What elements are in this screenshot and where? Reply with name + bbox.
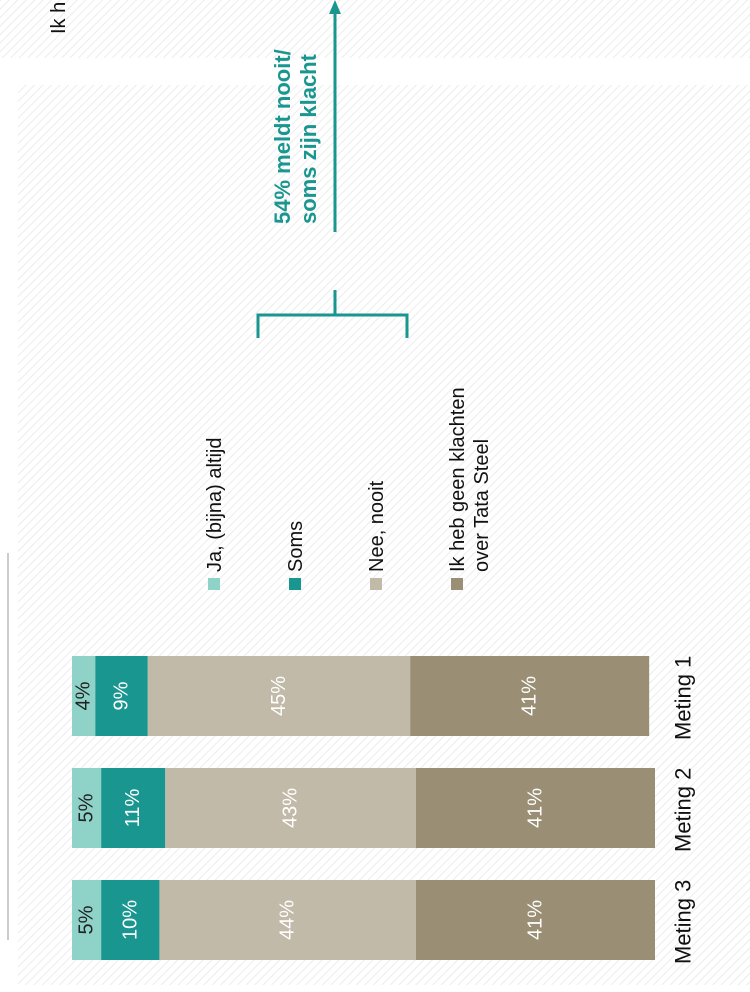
value-label: 44% [277,900,299,940]
category-label: Meting 3 [671,880,696,964]
legend-label: Ja, (bijna) altijd [204,437,226,572]
annotation: 54% meldt nooit/ soms zijn klacht [270,49,321,224]
legend-label: Soms [285,520,307,572]
value-label: 41% [524,900,546,940]
value-label: 45% [268,676,290,716]
legend-label: Ik heb geen klachten over Tata Steel [447,387,493,572]
value-label: 11% [122,789,144,828]
bar-segment [415,880,655,960]
category-label: Meting 2 [671,768,696,852]
bar-segment [415,768,655,848]
value-label: 41% [519,676,541,716]
arrowhead [329,0,341,14]
bracket [256,12,409,338]
bar-segment [165,768,416,848]
bar-segment [159,880,416,960]
legend-swatch [289,578,301,590]
legend-label: Nee, nooit [366,480,388,572]
value-label: 4% [73,681,95,710]
bar-segment [72,656,96,736]
bar-segment [147,656,411,736]
value-label: 10% [119,900,141,940]
value-label: 9% [111,681,133,710]
bar-segment [72,768,102,848]
value-label: 5% [76,793,98,822]
legend-swatch [451,578,463,590]
background [0,0,750,58]
bar-segment [101,880,160,960]
bar-segment [72,880,102,960]
bar-segment [101,768,166,848]
value-label: 41% [524,788,546,828]
top-text: Ik h [48,1,70,34]
bar-segment [410,656,650,736]
legend-swatch [208,578,220,590]
legend-swatch [370,578,382,590]
category-label: Meting 1 [671,656,696,740]
value-label: 43% [280,788,302,828]
bar-segment [95,656,148,736]
value-label: 5% [76,905,98,934]
